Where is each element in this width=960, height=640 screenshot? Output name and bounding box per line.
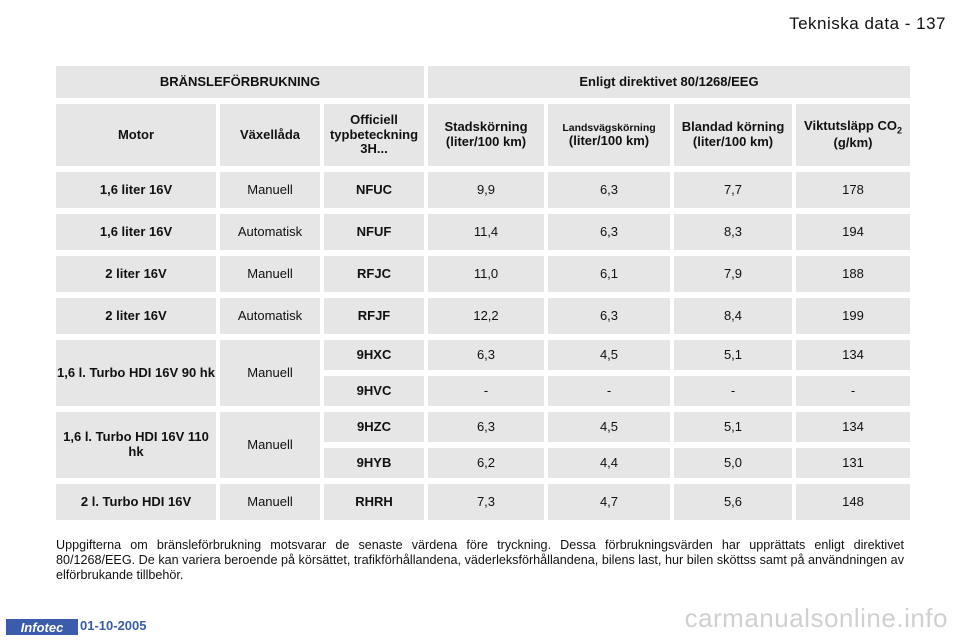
cell-motor: 1,6 liter 16V xyxy=(56,214,216,250)
cell-gearbox: Automatisk xyxy=(220,298,320,334)
cell-motor: 1,6 liter 16V xyxy=(56,172,216,208)
col-header-co2: Viktutsläpp CO2 (g/km) xyxy=(796,104,910,166)
cell-motor: 2 liter 16V xyxy=(56,298,216,334)
cell-co2: 199 xyxy=(796,298,910,334)
cell-city: - xyxy=(428,376,544,406)
cell-gearbox: Manuell xyxy=(220,412,320,478)
cell-mixed: 8,3 xyxy=(674,214,792,250)
col-header-type-code: Officiell typbeteckning 3H... xyxy=(324,104,424,166)
cell-gearbox: Manuell xyxy=(220,340,320,406)
cell-code: 9HXC xyxy=(324,340,424,370)
cell-gearbox: Manuell xyxy=(220,484,320,520)
col-header-highway-unit: (liter/100 km) xyxy=(568,132,650,148)
cell-code: 9HZC xyxy=(324,412,424,442)
col-header-motor: Motor xyxy=(56,104,216,166)
cell-code: 9HYB xyxy=(324,448,424,478)
col-header-co2-sub: 2 xyxy=(896,125,902,136)
col-header-highway: Landsvägskörning (liter/100 km) xyxy=(548,104,670,166)
col-header-gearbox: Växellåda xyxy=(220,104,320,166)
cell-motor: 2 l. Turbo HDI 16V xyxy=(56,484,216,520)
col-header-mixed: Blandad körning (liter/100 km) xyxy=(674,104,792,166)
cell-city: 9,9 xyxy=(428,172,544,208)
col-header-co2-label: Viktutsläpp CO xyxy=(804,118,897,134)
cell-code: 9HVC xyxy=(324,376,424,406)
header-directive: Enligt direktivet 80/1268/EEG xyxy=(428,66,910,98)
cell-city: 6,3 xyxy=(428,340,544,370)
cell-co2: 178 xyxy=(796,172,910,208)
cell-mixed: 7,9 xyxy=(674,256,792,292)
cell-highway: 4,5 xyxy=(548,412,670,442)
col-header-city: Stadskörning (liter/100 km) xyxy=(428,104,544,166)
cell-city: 11,0 xyxy=(428,256,544,292)
cell-co2: 188 xyxy=(796,256,910,292)
cell-co2: 148 xyxy=(796,484,910,520)
watermark: carmanualsonline.info xyxy=(684,603,948,633)
cell-city: 11,4 xyxy=(428,214,544,250)
cell-highway: 6,3 xyxy=(548,172,670,208)
cell-code: RFJC xyxy=(324,256,424,292)
cell-mixed: 5,1 xyxy=(674,412,792,442)
cell-motor: 1,6 l. Turbo HDI 16V 110 hk xyxy=(56,412,216,478)
cell-highway: - xyxy=(548,376,670,406)
cell-mixed: 5,6 xyxy=(674,484,792,520)
header-fuel-consumption: BRÄNSLEFÖRBRUKNING xyxy=(56,66,424,98)
cell-mixed: 5,1 xyxy=(674,340,792,370)
col-header-highway-label: Landsvägskörning xyxy=(562,121,656,134)
cell-co2: 134 xyxy=(796,412,910,442)
cell-code: RFJF xyxy=(324,298,424,334)
cell-highway: 6,3 xyxy=(548,298,670,334)
cell-gearbox: Manuell xyxy=(220,172,320,208)
page-title: Tekniska data - 137 xyxy=(789,14,946,33)
cell-code: RHRH xyxy=(324,484,424,520)
cell-co2: 194 xyxy=(796,214,910,250)
cell-mixed: 8,4 xyxy=(674,298,792,334)
cell-highway: 4,7 xyxy=(548,484,670,520)
fuel-consumption-table: BRÄNSLEFÖRBRUKNING Enligt direktivet 80/… xyxy=(56,66,910,520)
cell-gearbox: Automatisk xyxy=(220,214,320,250)
cell-co2: 134 xyxy=(796,340,910,370)
cell-highway: 6,1 xyxy=(548,256,670,292)
cell-mixed: 5,0 xyxy=(674,448,792,478)
edition-date: 01-10-2005 xyxy=(80,618,147,633)
col-header-co2-unit: (g/km) xyxy=(833,135,873,150)
cell-city: 12,2 xyxy=(428,298,544,334)
cell-gearbox: Manuell xyxy=(220,256,320,292)
cell-code: NFUF xyxy=(324,214,424,250)
cell-city: 7,3 xyxy=(428,484,544,520)
cell-code: NFUC xyxy=(324,172,424,208)
infotec-logo: Infotec xyxy=(6,619,78,635)
cell-co2: - xyxy=(796,376,910,406)
cell-motor: 2 liter 16V xyxy=(56,256,216,292)
cell-highway: 4,5 xyxy=(548,340,670,370)
cell-motor: 1,6 l. Turbo HDI 16V 90 hk xyxy=(56,340,216,406)
cell-mixed: 7,7 xyxy=(674,172,792,208)
footnote-paragraph: Uppgifterna om bränsleförbrukning motsva… xyxy=(56,538,904,582)
cell-co2: 131 xyxy=(796,448,910,478)
cell-mixed: - xyxy=(674,376,792,406)
cell-highway: 6,3 xyxy=(548,214,670,250)
cell-city: 6,3 xyxy=(428,412,544,442)
cell-city: 6,2 xyxy=(428,448,544,478)
cell-highway: 4,4 xyxy=(548,448,670,478)
